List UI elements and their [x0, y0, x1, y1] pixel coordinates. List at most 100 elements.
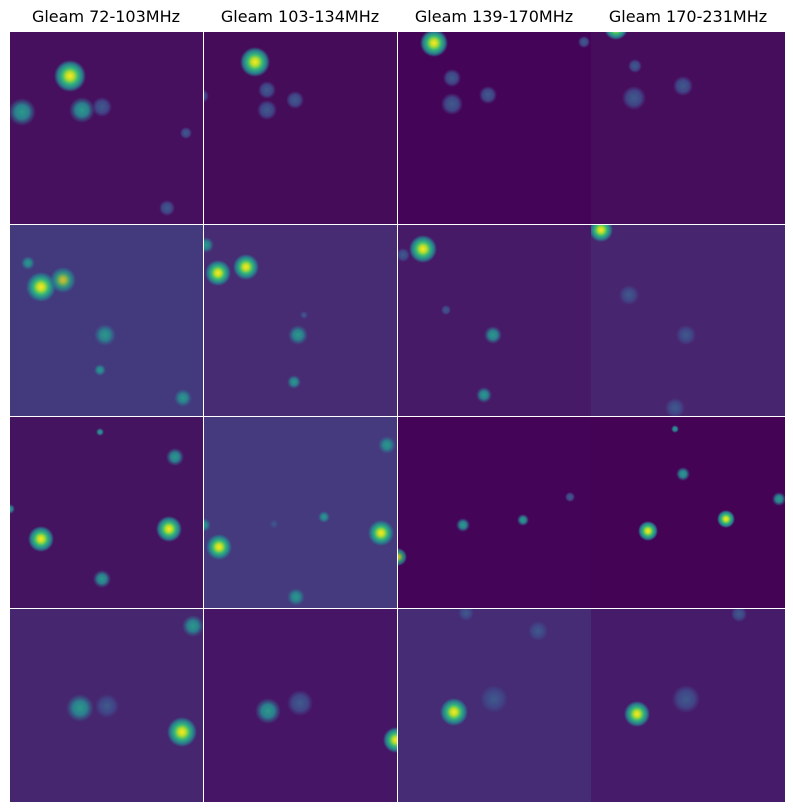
source	[204, 237, 214, 253]
source	[440, 698, 468, 726]
source	[665, 398, 685, 416]
source	[167, 717, 197, 747]
cell-bg	[204, 225, 397, 416]
source	[240, 47, 270, 77]
image-cell	[10, 417, 203, 608]
image-cell	[398, 32, 591, 224]
source	[66, 694, 94, 722]
image-cell	[204, 225, 397, 416]
source	[628, 59, 642, 73]
source	[604, 32, 628, 40]
source	[476, 387, 492, 403]
source	[287, 690, 313, 716]
source	[206, 534, 232, 560]
cell-bg	[10, 225, 203, 416]
source	[21, 256, 35, 270]
source	[174, 389, 192, 407]
source	[204, 89, 209, 103]
source	[638, 521, 658, 541]
image-cell	[10, 32, 203, 224]
image-cell	[10, 609, 203, 802]
source	[255, 698, 281, 724]
image-cell	[10, 225, 203, 416]
source	[286, 91, 304, 109]
cell-bg	[204, 417, 397, 608]
source	[591, 225, 613, 242]
source	[368, 520, 394, 546]
source	[318, 511, 330, 523]
source	[383, 727, 397, 753]
source	[93, 570, 111, 588]
column-title: Gleam 139-170MHz	[415, 7, 573, 26]
source	[92, 97, 112, 117]
source	[95, 694, 119, 718]
image-cell	[591, 609, 785, 802]
source	[484, 326, 502, 344]
cell-bg	[398, 417, 591, 608]
source	[480, 685, 508, 713]
cell-bg	[10, 32, 203, 224]
source	[528, 621, 548, 641]
source	[398, 548, 407, 566]
source	[10, 98, 36, 126]
source	[94, 324, 116, 346]
source	[156, 516, 182, 542]
cell-bg	[591, 417, 785, 608]
source	[288, 325, 308, 345]
source	[673, 76, 693, 96]
source	[166, 448, 184, 466]
source	[398, 248, 410, 262]
source	[50, 267, 76, 293]
source	[287, 588, 305, 606]
source	[26, 272, 56, 302]
source	[300, 311, 308, 319]
cell-bg	[591, 32, 785, 224]
image-cell	[204, 417, 397, 608]
column-title: Gleam 103-134MHz	[221, 7, 379, 26]
cell-bg	[398, 32, 591, 224]
image-cell	[398, 609, 591, 802]
source	[378, 436, 396, 454]
source	[204, 518, 211, 532]
source	[94, 364, 106, 376]
column-title: Gleam 170-231MHz	[609, 7, 767, 26]
source	[233, 254, 259, 280]
source	[182, 615, 203, 637]
source	[517, 514, 529, 526]
source	[456, 518, 470, 532]
source	[205, 260, 231, 286]
image-cell	[591, 417, 785, 608]
source	[420, 32, 448, 57]
image-cell	[398, 417, 591, 608]
image-cell	[204, 609, 397, 802]
source	[622, 86, 646, 110]
source	[717, 510, 735, 528]
source	[676, 325, 696, 345]
source	[565, 492, 575, 502]
source	[258, 81, 276, 99]
source	[676, 467, 690, 481]
source	[441, 305, 451, 315]
cell-bg	[591, 225, 785, 416]
source	[96, 428, 104, 436]
image-cell	[591, 225, 785, 416]
source	[257, 100, 277, 120]
source	[287, 375, 301, 389]
source	[458, 609, 474, 621]
source	[578, 36, 590, 48]
source	[10, 504, 15, 514]
column-title: Gleam 72-103MHz	[32, 7, 180, 26]
source	[441, 93, 463, 115]
source	[671, 425, 679, 433]
source	[479, 86, 497, 104]
image-cell	[591, 32, 785, 224]
source	[69, 97, 95, 123]
source	[624, 701, 650, 727]
source	[731, 609, 747, 622]
source	[772, 492, 785, 506]
source	[180, 127, 192, 139]
source	[672, 685, 700, 713]
source	[28, 526, 54, 552]
